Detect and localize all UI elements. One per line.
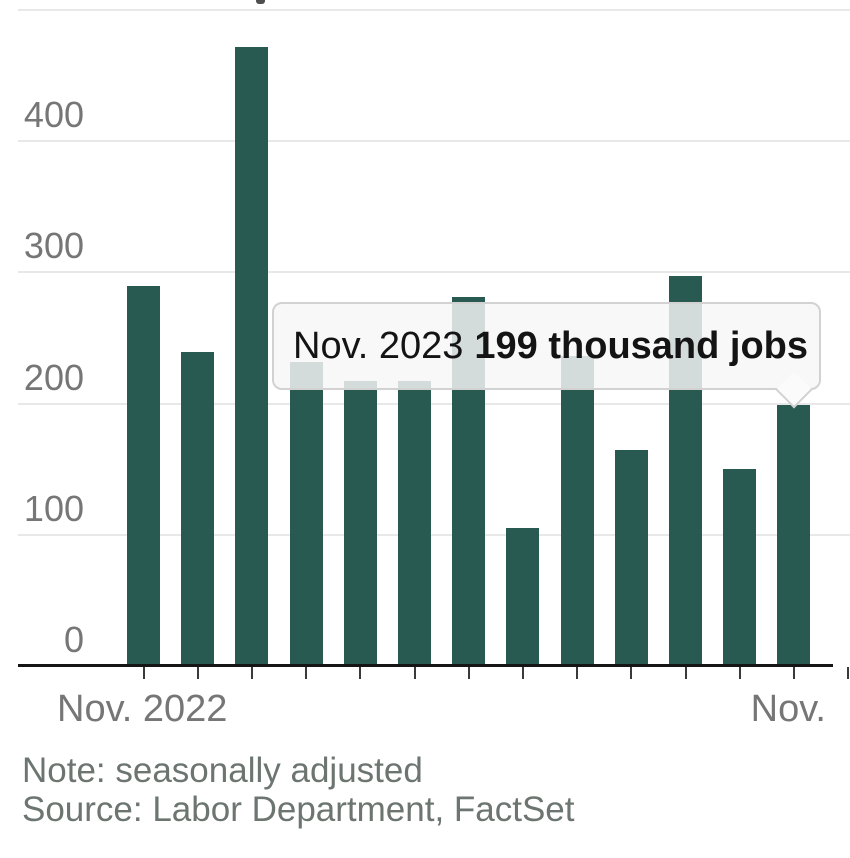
bar-oct-2023[interactable] xyxy=(723,469,757,666)
bar-april-2023[interactable] xyxy=(398,381,431,666)
bar-nov-2023[interactable] xyxy=(777,404,811,666)
bar-feb-2023[interactable] xyxy=(289,361,323,666)
axis-tick xyxy=(847,667,850,679)
axis-tick xyxy=(521,667,524,679)
axis-tick xyxy=(576,667,579,679)
x-axis-line xyxy=(18,664,833,667)
y-axis-label-200: 200 xyxy=(23,356,84,398)
axis-tick xyxy=(684,667,687,679)
gridline-100 xyxy=(18,533,850,536)
x-axis-label-end: Nov. xyxy=(750,688,826,730)
source-text: Source: Labor Department, FactSet xyxy=(22,790,575,829)
y-axis-label-400: 400 xyxy=(23,94,84,136)
y-axis-label-0: 0 xyxy=(63,619,84,660)
gridline-200 xyxy=(18,402,850,405)
gridline-300 xyxy=(18,271,850,274)
bar-july-2023[interactable] xyxy=(560,356,594,666)
axis-tick xyxy=(359,667,362,679)
bar-march-2023[interactable] xyxy=(343,381,377,666)
tooltip-month-label: Nov. 2023 xyxy=(293,324,464,367)
tooltip-value-label: 199 thousand jobs xyxy=(474,324,809,367)
axis-tick xyxy=(196,667,199,679)
axis-tick xyxy=(250,667,253,679)
bar-june-2023[interactable] xyxy=(506,528,540,666)
axis-tick xyxy=(630,667,633,679)
axis-tick xyxy=(305,667,308,679)
bar-aug-2023[interactable] xyxy=(614,449,648,666)
gridline-400 xyxy=(18,140,850,143)
tooltip: Nov. 2023 199 thousand jobs xyxy=(272,302,821,390)
gridline-500 xyxy=(18,9,850,11)
y-axis-label-100: 100 xyxy=(23,487,84,529)
cropped-title-fragment xyxy=(256,0,265,4)
bar-jan-2023[interactable] xyxy=(235,46,269,666)
x-axis-label-start: Nov. 2022 xyxy=(57,688,228,730)
axis-tick xyxy=(467,667,470,679)
bar-nov-2022[interactable] xyxy=(127,285,160,666)
note-text: Note: seasonally adjusted xyxy=(22,751,423,790)
axis-tick xyxy=(738,667,741,679)
axis-tick xyxy=(792,667,795,679)
bar-dec-2022[interactable] xyxy=(181,352,215,666)
axis-tick xyxy=(142,667,145,679)
axis-tick xyxy=(413,667,416,679)
y-axis-label-300: 300 xyxy=(23,225,84,267)
